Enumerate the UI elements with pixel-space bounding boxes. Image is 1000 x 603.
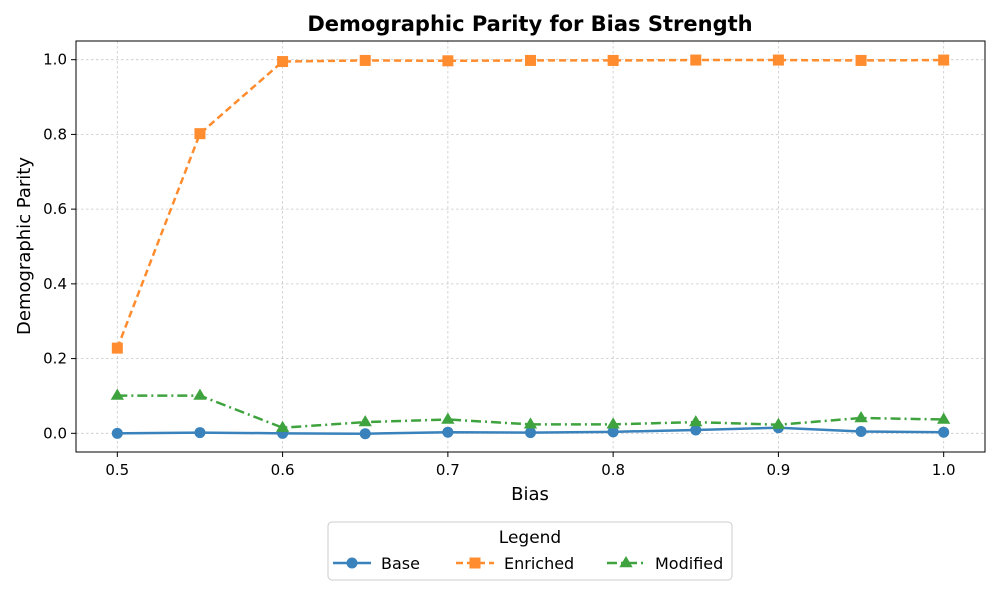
data-point-enriched <box>772 54 784 66</box>
data-point-base <box>194 427 206 439</box>
data-point-base <box>690 424 702 436</box>
y-axis-label: Demographic Parity <box>14 157 35 335</box>
y-tick-label: 0.4 <box>43 275 67 293</box>
data-point-enriched <box>607 54 619 66</box>
data-point-enriched <box>938 54 950 66</box>
data-point-base <box>938 426 950 438</box>
chart-title: Demographic Parity for Bias Strength <box>307 12 752 36</box>
data-point-base <box>855 425 867 437</box>
data-point-base <box>359 428 371 440</box>
legend-swatch-marker <box>619 556 633 568</box>
legend-swatch-marker <box>469 557 481 569</box>
series-modified <box>110 388 951 432</box>
legend-title: Legend <box>499 528 561 548</box>
data-point-enriched <box>194 128 206 140</box>
series-line-modified <box>117 394 944 429</box>
data-point-modified <box>275 420 290 432</box>
legend-swatch-marker <box>346 557 358 569</box>
plot-frame <box>75 40 986 453</box>
data-point-modified <box>523 417 538 429</box>
y-axis: 0.0 0.2 0.4 0.6 0.8 1.0 <box>43 51 76 442</box>
data-point-base <box>607 426 619 438</box>
data-point-modified <box>689 415 703 427</box>
legend-label-enriched: Enriched <box>504 554 574 573</box>
legend-label-base: Base <box>381 554 420 573</box>
data-point-base <box>442 426 454 438</box>
y-tick-label: 0.8 <box>43 125 67 143</box>
data-point-base <box>111 427 123 439</box>
legend-item-modified: Modified <box>607 554 723 573</box>
series-line-enriched <box>116 58 944 349</box>
data-point-modified <box>110 388 124 400</box>
data-point-enriched <box>525 54 536 66</box>
x-tick-label: 0.9 <box>766 461 790 479</box>
x-tick-label: 0.6 <box>271 461 295 479</box>
legend-item-enriched: Enriched <box>456 554 574 573</box>
x-axis: 0.5 0.6 0.7 0.8 0.9 1.0 <box>105 452 956 479</box>
data-point-modified <box>606 417 620 429</box>
data-point-modified <box>771 417 786 429</box>
x-tick-label: 0.5 <box>105 461 129 479</box>
y-tick-label: 1.0 <box>43 51 67 69</box>
legend-items: Base Enriched Modified <box>333 554 723 573</box>
legend-item-base: Base <box>333 554 420 573</box>
data-point-enriched <box>690 54 702 66</box>
y-tick-label: 0.6 <box>43 200 67 218</box>
data-point-enriched <box>855 54 867 66</box>
x-tick-label: 1.0 <box>932 461 956 479</box>
data-point-modified <box>358 415 372 427</box>
legend: Legend Base Enriched Modified <box>327 521 733 581</box>
data-point-enriched <box>359 54 371 66</box>
legend-label-modified: Modified <box>655 554 723 573</box>
data-point-base <box>525 427 536 439</box>
y-tick-label: 0.0 <box>43 424 67 442</box>
data-point-modified <box>441 412 455 424</box>
data-point-enriched <box>111 342 123 354</box>
x-axis-label: Bias <box>511 484 549 505</box>
series-layer <box>110 54 951 440</box>
data-point-modified <box>193 388 207 400</box>
y-tick-label: 0.2 <box>43 350 67 368</box>
x-tick-label: 0.8 <box>601 461 625 479</box>
x-tick-label: 0.7 <box>436 461 460 479</box>
grid <box>76 41 985 452</box>
data-point-enriched <box>277 56 289 68</box>
series-enriched <box>111 54 950 354</box>
data-point-modified <box>937 412 951 424</box>
data-point-modified <box>854 410 868 423</box>
data-point-enriched <box>442 55 454 67</box>
